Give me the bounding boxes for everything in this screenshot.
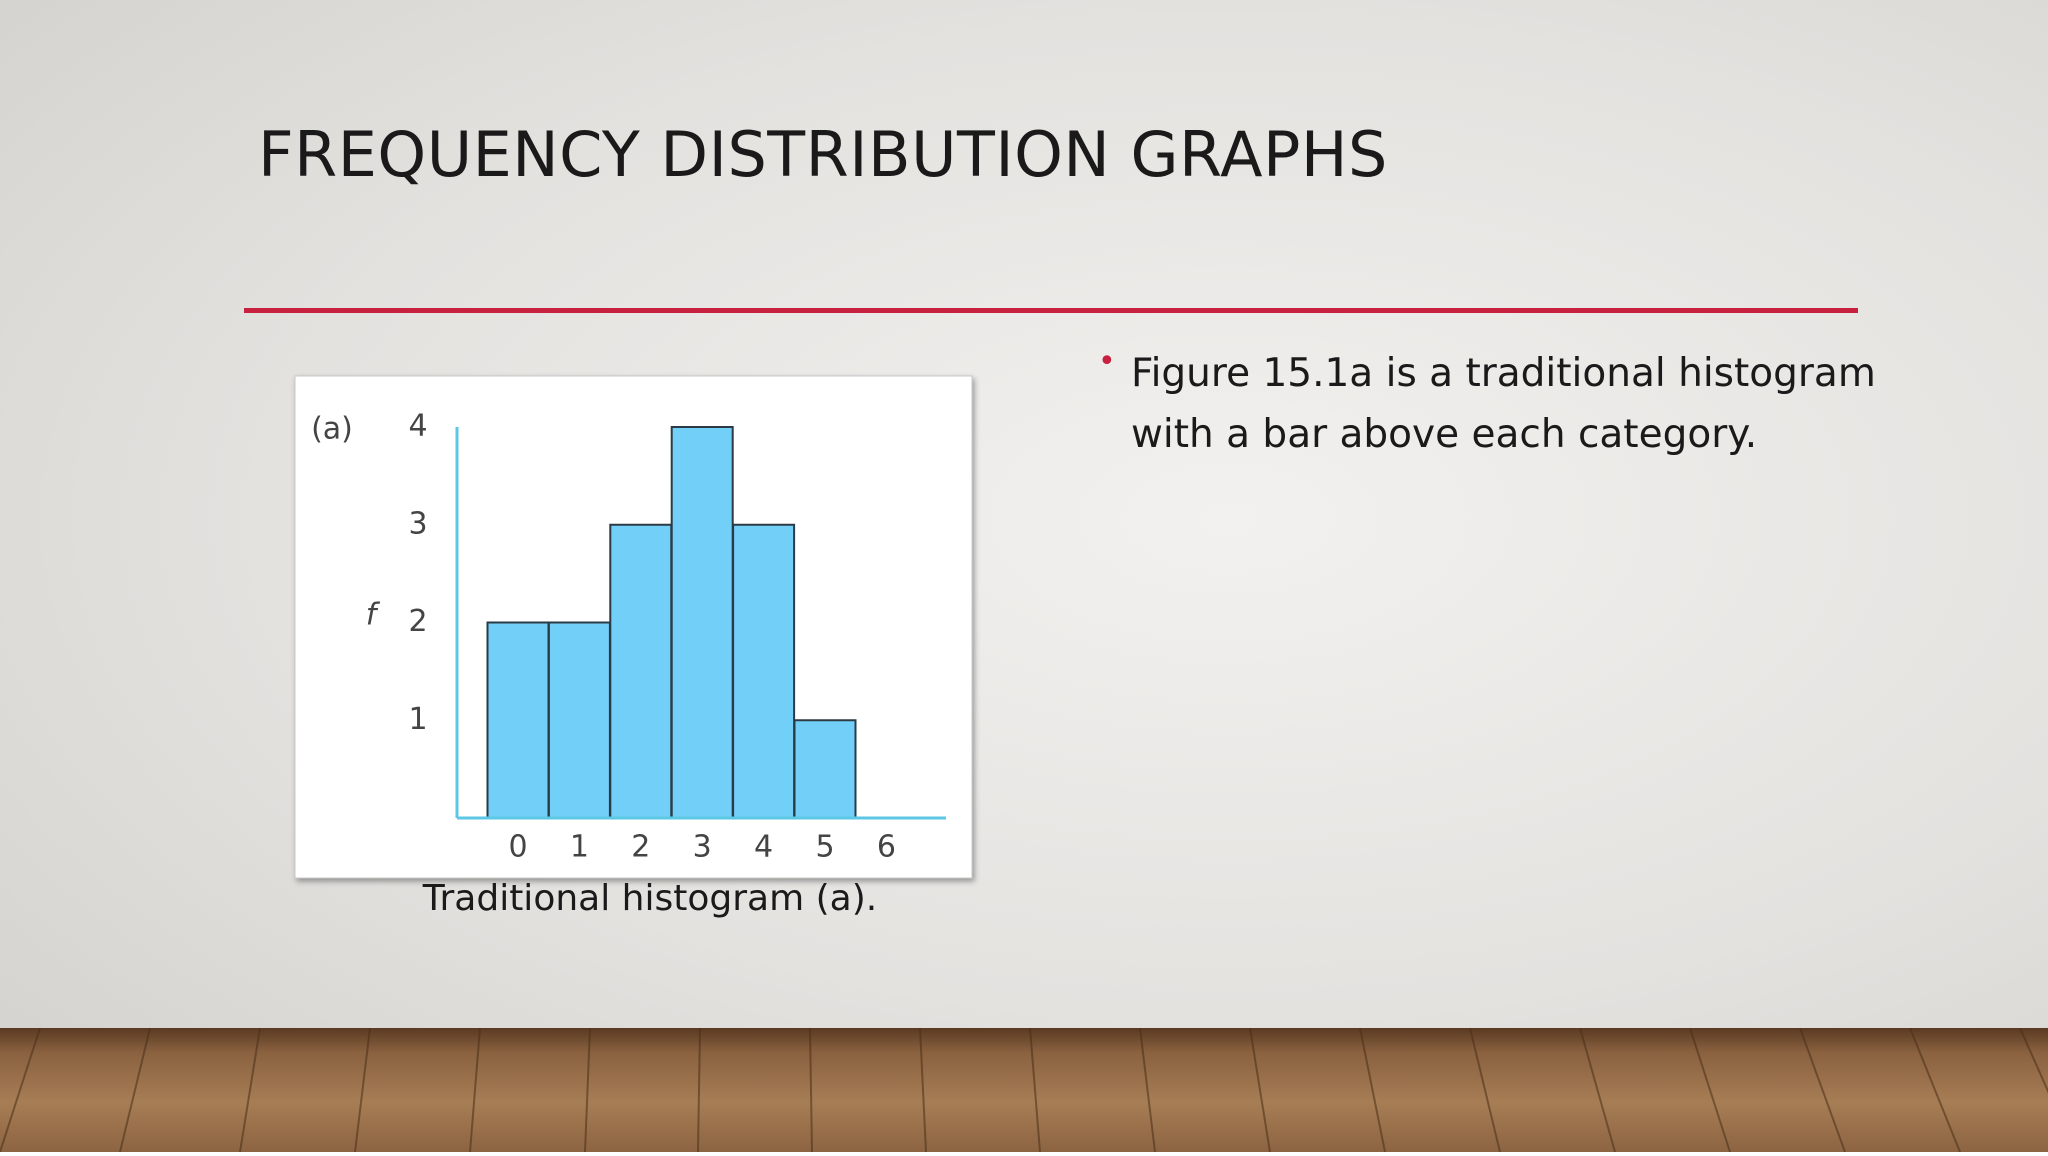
bar [732, 523, 796, 819]
y-tick-label: 2 [408, 604, 427, 639]
x-tick-label: 6 [877, 830, 896, 865]
y-tick-label: 3 [408, 506, 427, 541]
floor-planks [0, 1027, 2048, 1153]
x-tick-label: 2 [631, 830, 650, 865]
y-tick-label: 4 [408, 409, 427, 444]
bar [486, 621, 550, 819]
caption: Traditional histogram (a). [422, 878, 878, 919]
bar [670, 426, 734, 819]
x-tick-label: 3 [693, 830, 712, 865]
slide-title: FREQUENCY DISTRIBUTION GRAPHS [258, 118, 1388, 191]
x-tick-label: 0 [508, 830, 527, 865]
y-tick-label: 1 [408, 702, 427, 737]
x-tick-label: 1 [570, 830, 589, 865]
bullet-text: Figure 15.1a is a traditional histogram … [1131, 351, 1876, 457]
bar [547, 621, 611, 819]
bullet-dot: • [1098, 344, 1116, 379]
title-rule [244, 308, 1858, 313]
panel-label: (a) [311, 412, 353, 447]
x-tick-label: 4 [754, 830, 773, 865]
bar [609, 523, 673, 819]
x-tick-label: 5 [815, 830, 834, 865]
bar [793, 719, 857, 819]
wood-floor [0, 1027, 2048, 1153]
